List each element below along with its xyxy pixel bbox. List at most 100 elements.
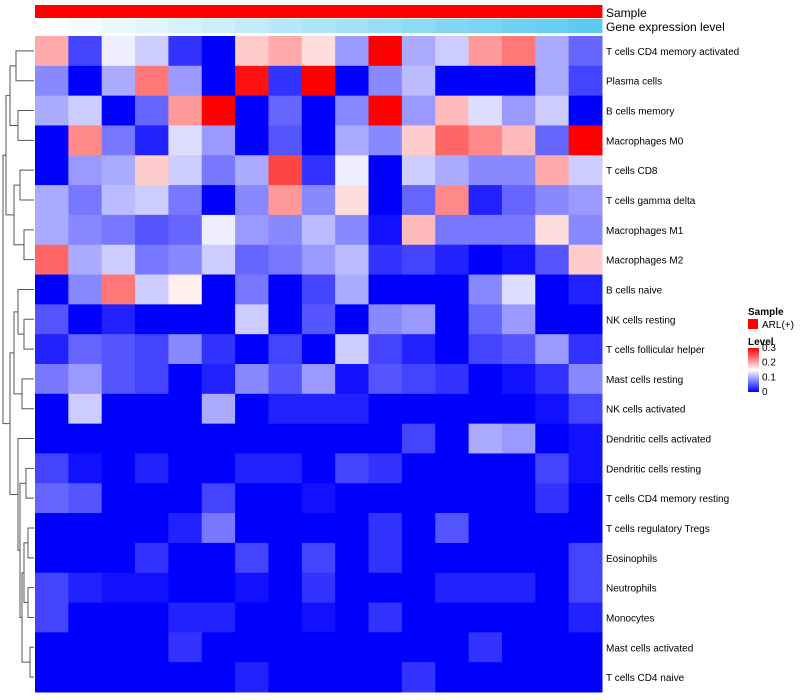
heatmap-cell — [535, 423, 570, 454]
heatmap-cell — [335, 364, 370, 395]
heatmap-cell — [68, 542, 103, 574]
heatmap-cell — [268, 334, 303, 365]
sample-annotation-cell — [368, 5, 403, 18]
heatmap-cell — [201, 304, 236, 335]
heatmap-cell — [168, 572, 203, 604]
heatmap-cell — [401, 662, 436, 693]
heatmap-cell — [201, 214, 236, 246]
heatmap-cell — [435, 572, 470, 604]
heatmap-cell — [135, 214, 169, 246]
heatmap-cell — [401, 393, 436, 425]
heatmap-cell — [268, 483, 303, 514]
heatmap-cell — [201, 393, 236, 425]
heatmap-cell — [101, 155, 136, 186]
heatmap-cell — [135, 632, 169, 663]
heatmap-cell — [235, 662, 269, 693]
heatmap-cell — [401, 95, 436, 126]
heatmap-cell — [368, 334, 403, 365]
heatmap-cell — [368, 453, 403, 484]
heatmap-cell — [368, 274, 403, 305]
heatmap-cell — [35, 95, 69, 126]
heatmap-cell — [135, 453, 169, 484]
heatmap-cell — [235, 95, 269, 126]
heatmap-cell — [68, 214, 103, 246]
heatmap-cell — [468, 572, 503, 604]
heatmap-cell — [501, 274, 536, 305]
sample-annotation-cell — [401, 5, 436, 18]
gene-expression-cell — [168, 19, 203, 33]
heatmap-cell — [468, 453, 503, 484]
heatmap-cell — [101, 423, 136, 454]
heatmap-cell — [335, 125, 370, 156]
row-label: Monocytes — [606, 613, 654, 624]
heatmap-cell — [435, 274, 470, 305]
heatmap-cell — [268, 95, 303, 126]
heatmap-cell — [68, 364, 103, 395]
heatmap-cell — [568, 542, 603, 574]
heatmap-cell — [568, 364, 603, 395]
heatmap-cell — [401, 65, 436, 97]
heatmap-cell — [101, 125, 136, 156]
heatmap-cell — [401, 244, 436, 276]
row-label: Macrophages M0 — [606, 136, 684, 147]
heatmap-cell — [235, 542, 269, 574]
heatmap-cell — [368, 214, 403, 246]
heatmap-cell — [468, 274, 503, 305]
heatmap-cell — [68, 36, 103, 67]
heatmap-cell — [501, 423, 536, 454]
heatmap-cell — [135, 244, 169, 276]
heatmap-cell — [435, 334, 470, 365]
heatmap-cell — [535, 244, 570, 276]
row-label: Eosinophils — [606, 554, 657, 565]
legend-tick-label: 0.1 — [762, 372, 776, 383]
heatmap-cell — [468, 393, 503, 425]
row-label: T cells CD4 memory resting — [606, 494, 729, 505]
heatmap-cell — [201, 423, 236, 454]
heatmap-cell — [135, 364, 169, 395]
heatmap-cell — [335, 274, 370, 305]
heatmap-cell — [501, 483, 536, 514]
heatmap-cell — [201, 572, 236, 604]
heatmap-cell — [101, 364, 136, 395]
heatmap-cell — [301, 423, 336, 454]
row-label: Dendritic cells resting — [606, 464, 701, 475]
heatmap-cell — [468, 513, 503, 544]
heatmap-cell — [235, 602, 269, 633]
heatmap-cell — [201, 65, 236, 97]
sample-annotation-label: Sample — [606, 6, 647, 20]
row-label: Dendritic cells activated — [606, 435, 711, 446]
heatmap-cell — [101, 274, 136, 305]
heatmap-cell — [168, 393, 203, 425]
heatmap-cell — [335, 95, 370, 126]
sample-annotation-cell — [135, 5, 169, 18]
heatmap-cell — [135, 572, 169, 604]
sample-annotation-cell — [201, 5, 236, 18]
heatmap-cell — [301, 185, 336, 216]
row-label: T cells regulatory Tregs — [606, 524, 710, 535]
heatmap-cell — [268, 632, 303, 663]
heatmap-cell — [335, 65, 370, 97]
dendrogram-branch — [25, 467, 34, 499]
heatmap-cell — [501, 65, 536, 97]
heatmap-cell — [301, 453, 336, 484]
heatmap-cell — [368, 185, 403, 216]
dendrogram-branch — [17, 288, 34, 335]
gene-expression-cell — [101, 19, 136, 33]
heatmap-cell — [268, 185, 303, 216]
heatmap-cell — [201, 513, 236, 544]
dendrogram-branch — [23, 542, 28, 604]
heatmap-cell — [201, 542, 236, 574]
heatmap-cell — [101, 572, 136, 604]
heatmap-cell — [35, 453, 69, 484]
heatmap-cell — [368, 155, 403, 186]
heatmap-cell — [35, 244, 69, 276]
heatmap-cell — [501, 542, 536, 574]
heatmap-cell — [468, 155, 503, 186]
heatmap-cell — [301, 155, 336, 186]
heatmap-cell — [135, 483, 169, 514]
heatmap-cell — [235, 125, 269, 156]
heatmap-cell — [535, 364, 570, 395]
row-label: Plasma cells — [606, 77, 662, 88]
heatmap-cell — [168, 155, 203, 186]
row-label: Neutrophils — [606, 584, 657, 595]
